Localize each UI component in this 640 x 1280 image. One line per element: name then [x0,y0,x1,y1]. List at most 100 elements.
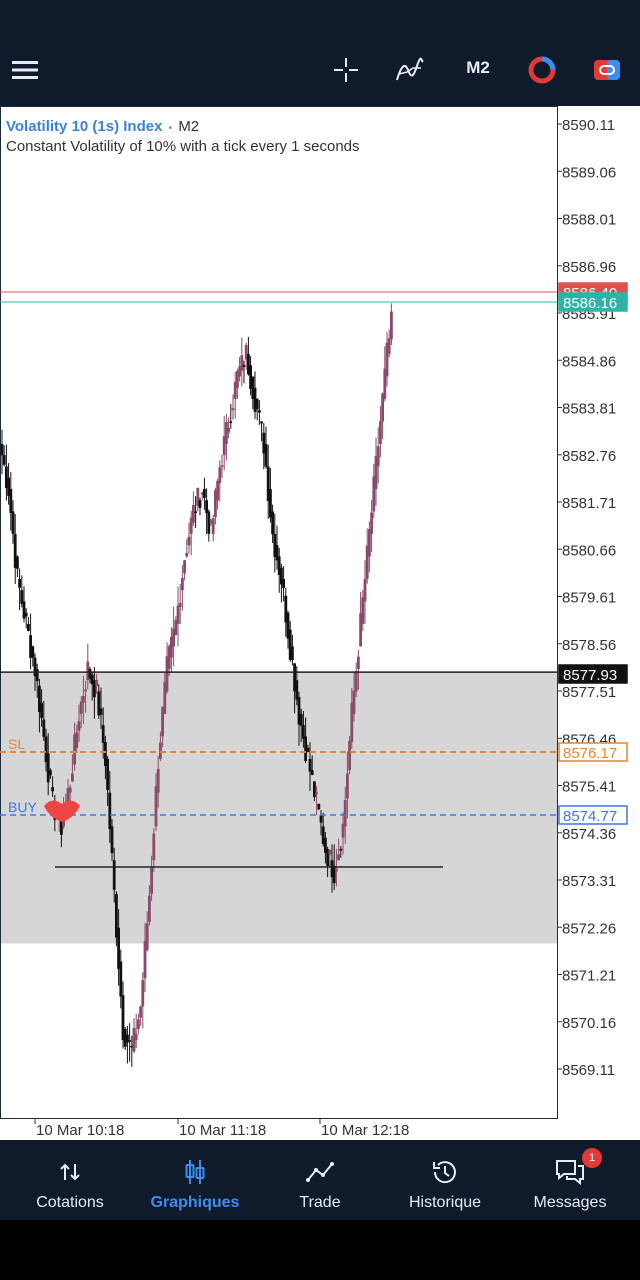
candle-body [9,488,13,513]
candle-body [104,742,107,767]
one-click-trading-icon[interactable] [587,50,627,90]
buy-price-tag: 8574.77 [563,808,617,825]
price-tick-label: 8574.36 [562,826,616,843]
chart-title: Volatility 10 (1s) Index • M2 [6,118,199,135]
timeframe-button[interactable]: M2 [466,58,490,77]
candle-body [343,799,347,827]
candle-body [29,635,32,658]
candle-body [326,848,329,866]
account-icon[interactable] [522,50,562,90]
hamburger-menu-icon[interactable] [5,50,45,90]
candle-body [376,446,380,467]
candle-body [46,753,50,783]
candle-body [196,487,200,506]
bid-price-tag: 8586.16 [563,295,617,312]
candle-body [22,601,26,619]
candle-body [357,656,360,669]
candle-body [350,702,354,743]
candle-body [308,758,312,772]
candle-body [332,865,336,884]
candle-body [49,770,52,776]
candle-body [170,636,173,658]
chart-canvas[interactable]: SLBUY8590.118589.068588.018586.968585.91… [0,106,640,1140]
unread-badge: 1 [582,1148,602,1168]
candle-body [31,646,35,658]
candle-body [159,742,162,759]
crosshair-icon[interactable] [326,50,366,90]
candle-body [137,1019,140,1029]
candle-body [229,421,233,424]
history-clock-icon [431,1158,459,1186]
price-tick-label: 8584.86 [562,353,616,370]
nav-historique[interactable]: Historique [381,1140,509,1220]
candle-body [205,500,208,514]
candle-body [119,961,123,997]
sl-price-tag-bg [558,742,628,762]
candle-body [222,436,226,456]
candle-body [189,517,193,534]
candle-body [273,533,277,557]
candle-body [40,702,43,718]
candle-body [335,868,338,872]
price-tick-label: 8588.01 [562,212,616,229]
candle-body [385,342,389,377]
candle-body [297,697,301,725]
candle-body [95,679,98,686]
candle-body [38,685,41,712]
price-tick-label: 8579.61 [562,590,616,607]
price-tick-label: 8570.16 [562,1015,616,1032]
price-tick-label: 8580.66 [562,542,616,559]
candle-body [209,520,213,523]
system-nav-area [0,1220,640,1280]
candle-body [216,480,219,501]
candle-body [194,511,197,513]
candle-body [251,376,255,399]
candle-body [5,466,8,489]
candle-body [374,456,378,489]
candle-body [185,552,189,557]
candle-body [51,787,54,792]
price-chart[interactable]: SL BUY 8590.11 8589.06 8588.01 8586.96 8585.91… [0,106,640,1140]
candle-body [227,427,230,433]
price-tick-label: 8572.26 [562,920,616,937]
candle-body [198,500,202,508]
candle-body [293,663,296,692]
candle-body [286,612,290,639]
candle-body [13,533,17,568]
symbol-description: Constant Volatility of 10% with a tick e… [6,138,360,155]
candle-body [174,620,178,636]
candle-body [192,505,195,523]
candle-body [145,923,149,951]
candle-body [244,345,248,360]
candle-body [123,1028,127,1047]
top-toolbar: M2 [0,0,640,106]
candle-body [319,815,323,823]
candle-body [90,674,94,685]
nav-label: Graphiques [150,1194,240,1211]
bid-price-tag-bg [558,292,628,312]
candle-body [383,368,387,399]
price-tick-label: 8577.51 [562,684,616,701]
indicators-icon[interactable] [390,50,430,90]
buy-price-tag-bg [558,805,628,825]
candle-body [88,668,92,679]
candle-body [112,860,116,890]
nav-trade[interactable]: Trade [256,1140,384,1220]
candle-body [280,567,283,585]
candle-body [152,833,156,861]
candle-body [282,578,285,588]
candle-body [150,866,153,894]
trade-line-icon [306,1158,334,1186]
candle-body [359,613,362,647]
nav-cotations[interactable]: Cotations [6,1140,134,1220]
candle-body [354,671,358,692]
candle-body [176,605,180,624]
candle-body [260,421,263,424]
candle-body [130,1045,134,1048]
nav-graphiques[interactable]: Graphiques [131,1140,259,1220]
candle-body [214,490,217,518]
nav-messages[interactable]: 1 Messages [506,1140,634,1220]
candle-body [126,1034,129,1043]
candle-body [255,398,259,410]
symbol-name[interactable]: Volatility 10 (1s) Index [6,118,163,135]
